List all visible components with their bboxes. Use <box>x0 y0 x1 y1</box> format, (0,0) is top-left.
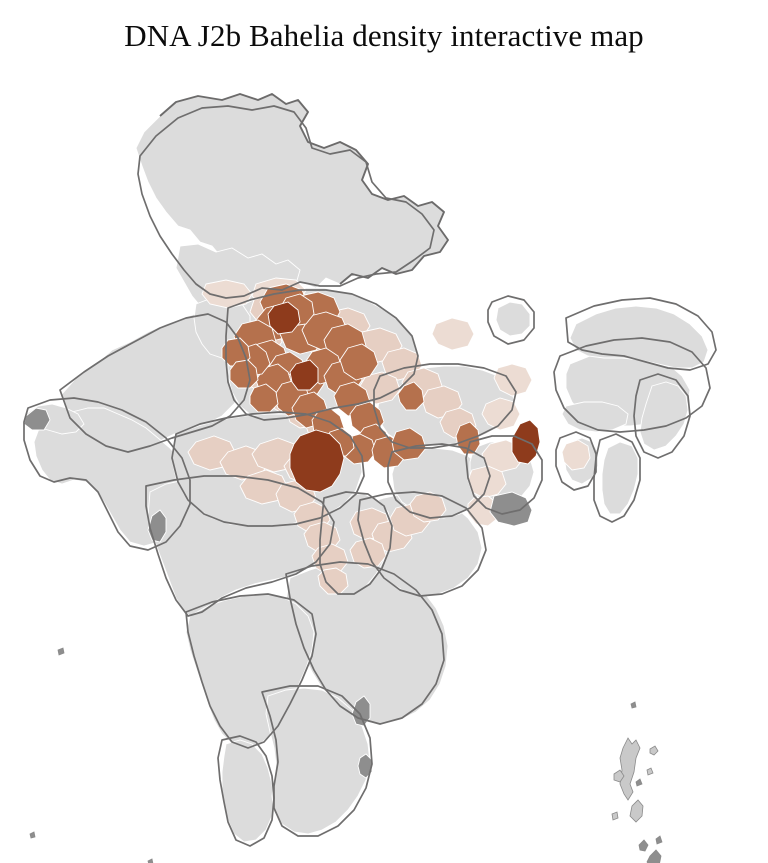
coastal-patch[interactable] <box>24 408 50 430</box>
state-border <box>60 314 250 452</box>
state-border <box>634 374 690 458</box>
island-lakshadweep[interactable] <box>58 648 64 655</box>
india-choropleth-svg[interactable] <box>0 56 768 863</box>
islands-group <box>30 648 662 863</box>
coastal-patch[interactable] <box>490 492 532 526</box>
state-border <box>374 364 516 448</box>
district-level-4[interactable] <box>290 360 318 390</box>
state-border <box>262 686 372 836</box>
state-border <box>556 432 596 490</box>
state-border <box>488 296 534 344</box>
island-nicobar[interactable] <box>647 850 661 863</box>
island-nicobar[interactable] <box>656 836 662 844</box>
island-small[interactable] <box>650 746 658 755</box>
district-level-1[interactable] <box>432 318 474 350</box>
state-border <box>172 412 364 526</box>
island-andaman[interactable] <box>614 770 624 782</box>
island-andaman[interactable] <box>620 738 640 800</box>
island-small[interactable] <box>148 859 153 863</box>
region-nagaland-manipur[interactable] <box>640 382 688 450</box>
state-border <box>320 492 392 594</box>
state-border <box>146 476 334 616</box>
state-border <box>286 562 444 724</box>
state-border <box>358 492 486 596</box>
state-border <box>218 736 274 846</box>
state-border <box>566 298 716 370</box>
district-level-1[interactable] <box>494 364 532 396</box>
district-level-4[interactable] <box>268 302 300 334</box>
district-level-3[interactable] <box>398 382 424 410</box>
district-level-4[interactable] <box>290 430 344 492</box>
island-small[interactable] <box>647 768 653 775</box>
island-nicobar[interactable] <box>639 840 648 851</box>
region-meghalaya[interactable] <box>562 402 628 432</box>
region-arunachal[interactable] <box>570 306 708 368</box>
country-border-outline <box>160 94 448 284</box>
page-title: DNA J2b Bahelia density interactive map <box>124 18 644 53</box>
district-level-3[interactable] <box>456 422 480 454</box>
district-level-1[interactable] <box>202 280 252 308</box>
state-border <box>388 444 490 518</box>
state-border <box>594 434 640 522</box>
state-border <box>138 106 434 298</box>
district-level-3[interactable] <box>230 360 258 388</box>
island-small[interactable] <box>612 812 618 820</box>
region-kerala[interactable] <box>222 740 274 842</box>
island-small[interactable] <box>631 702 636 708</box>
state-border <box>186 594 316 748</box>
region-mizoram[interactable] <box>602 442 638 514</box>
district-level-3[interactable] <box>340 344 378 380</box>
state-border <box>226 290 418 420</box>
coastal-patch[interactable] <box>352 696 370 726</box>
island-lakshadweep[interactable] <box>30 832 35 838</box>
island-andaman[interactable] <box>630 800 643 822</box>
district-level-1[interactable] <box>482 398 520 430</box>
administrative-borders-group <box>24 94 716 846</box>
state-border <box>554 338 710 432</box>
state-border <box>466 436 542 514</box>
district-level-3[interactable] <box>392 428 426 460</box>
region-tamil-nadu[interactable] <box>266 688 370 834</box>
district-level-1[interactable] <box>562 440 590 470</box>
island-small[interactable] <box>636 779 642 786</box>
state-border <box>24 398 190 550</box>
region-sikkim[interactable] <box>496 302 530 336</box>
districts-level-4-group <box>268 302 540 492</box>
map-canvas[interactable] <box>0 56 768 863</box>
